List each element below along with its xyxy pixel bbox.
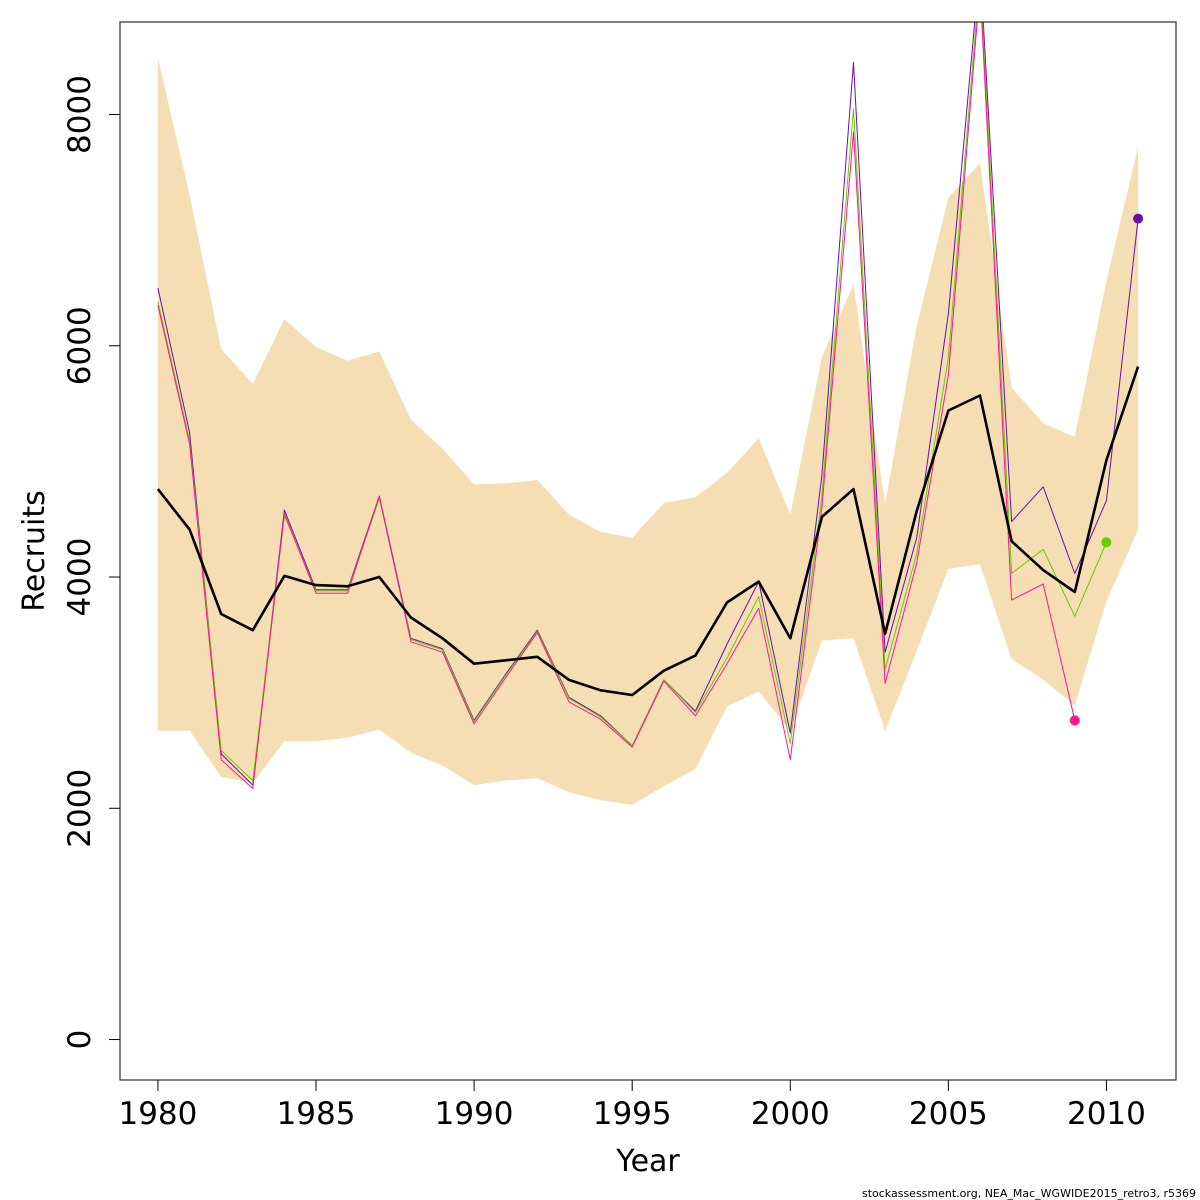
x-tick-label: 1995	[593, 1096, 672, 1132]
series-line-retro-2	[157, 22, 1107, 781]
y-tick-label: 6000	[62, 306, 98, 385]
x-axis: 1980 1985 1990 1995 2000 2005 2010	[118, 1079, 1146, 1132]
x-tick-label: 2005	[909, 1096, 988, 1132]
plot-area	[156, 22, 1144, 805]
x-tick-label: 1990	[435, 1096, 514, 1132]
confidence-band	[157, 57, 1139, 805]
series-end-point-1	[1133, 213, 1144, 224]
footer-credit: stockassessment.org, NEA_Mac_WGWIDE2015_…	[862, 1187, 1196, 1200]
series-line-retro-3	[157, 22, 1076, 790]
x-tick-label: 1980	[118, 1096, 197, 1132]
series-line-main	[156, 366, 1140, 697]
y-axis: 0 2000 4000 6000 8000	[62, 75, 121, 1050]
y-tick-label: 0	[62, 1030, 98, 1050]
x-tick-label: 2000	[751, 1096, 830, 1132]
x-tick-label: 2010	[1067, 1096, 1146, 1132]
y-tick-label: 8000	[62, 75, 98, 154]
series-end-point-2	[1101, 537, 1112, 548]
y-axis-title: Recruits	[17, 490, 52, 612]
y-tick-label: 4000	[62, 538, 98, 617]
y-tick-label: 2000	[62, 769, 98, 848]
x-tick-label: 1985	[277, 1096, 356, 1132]
series-end-point-3	[1069, 715, 1080, 726]
x-axis-title: Year	[615, 1144, 680, 1179]
